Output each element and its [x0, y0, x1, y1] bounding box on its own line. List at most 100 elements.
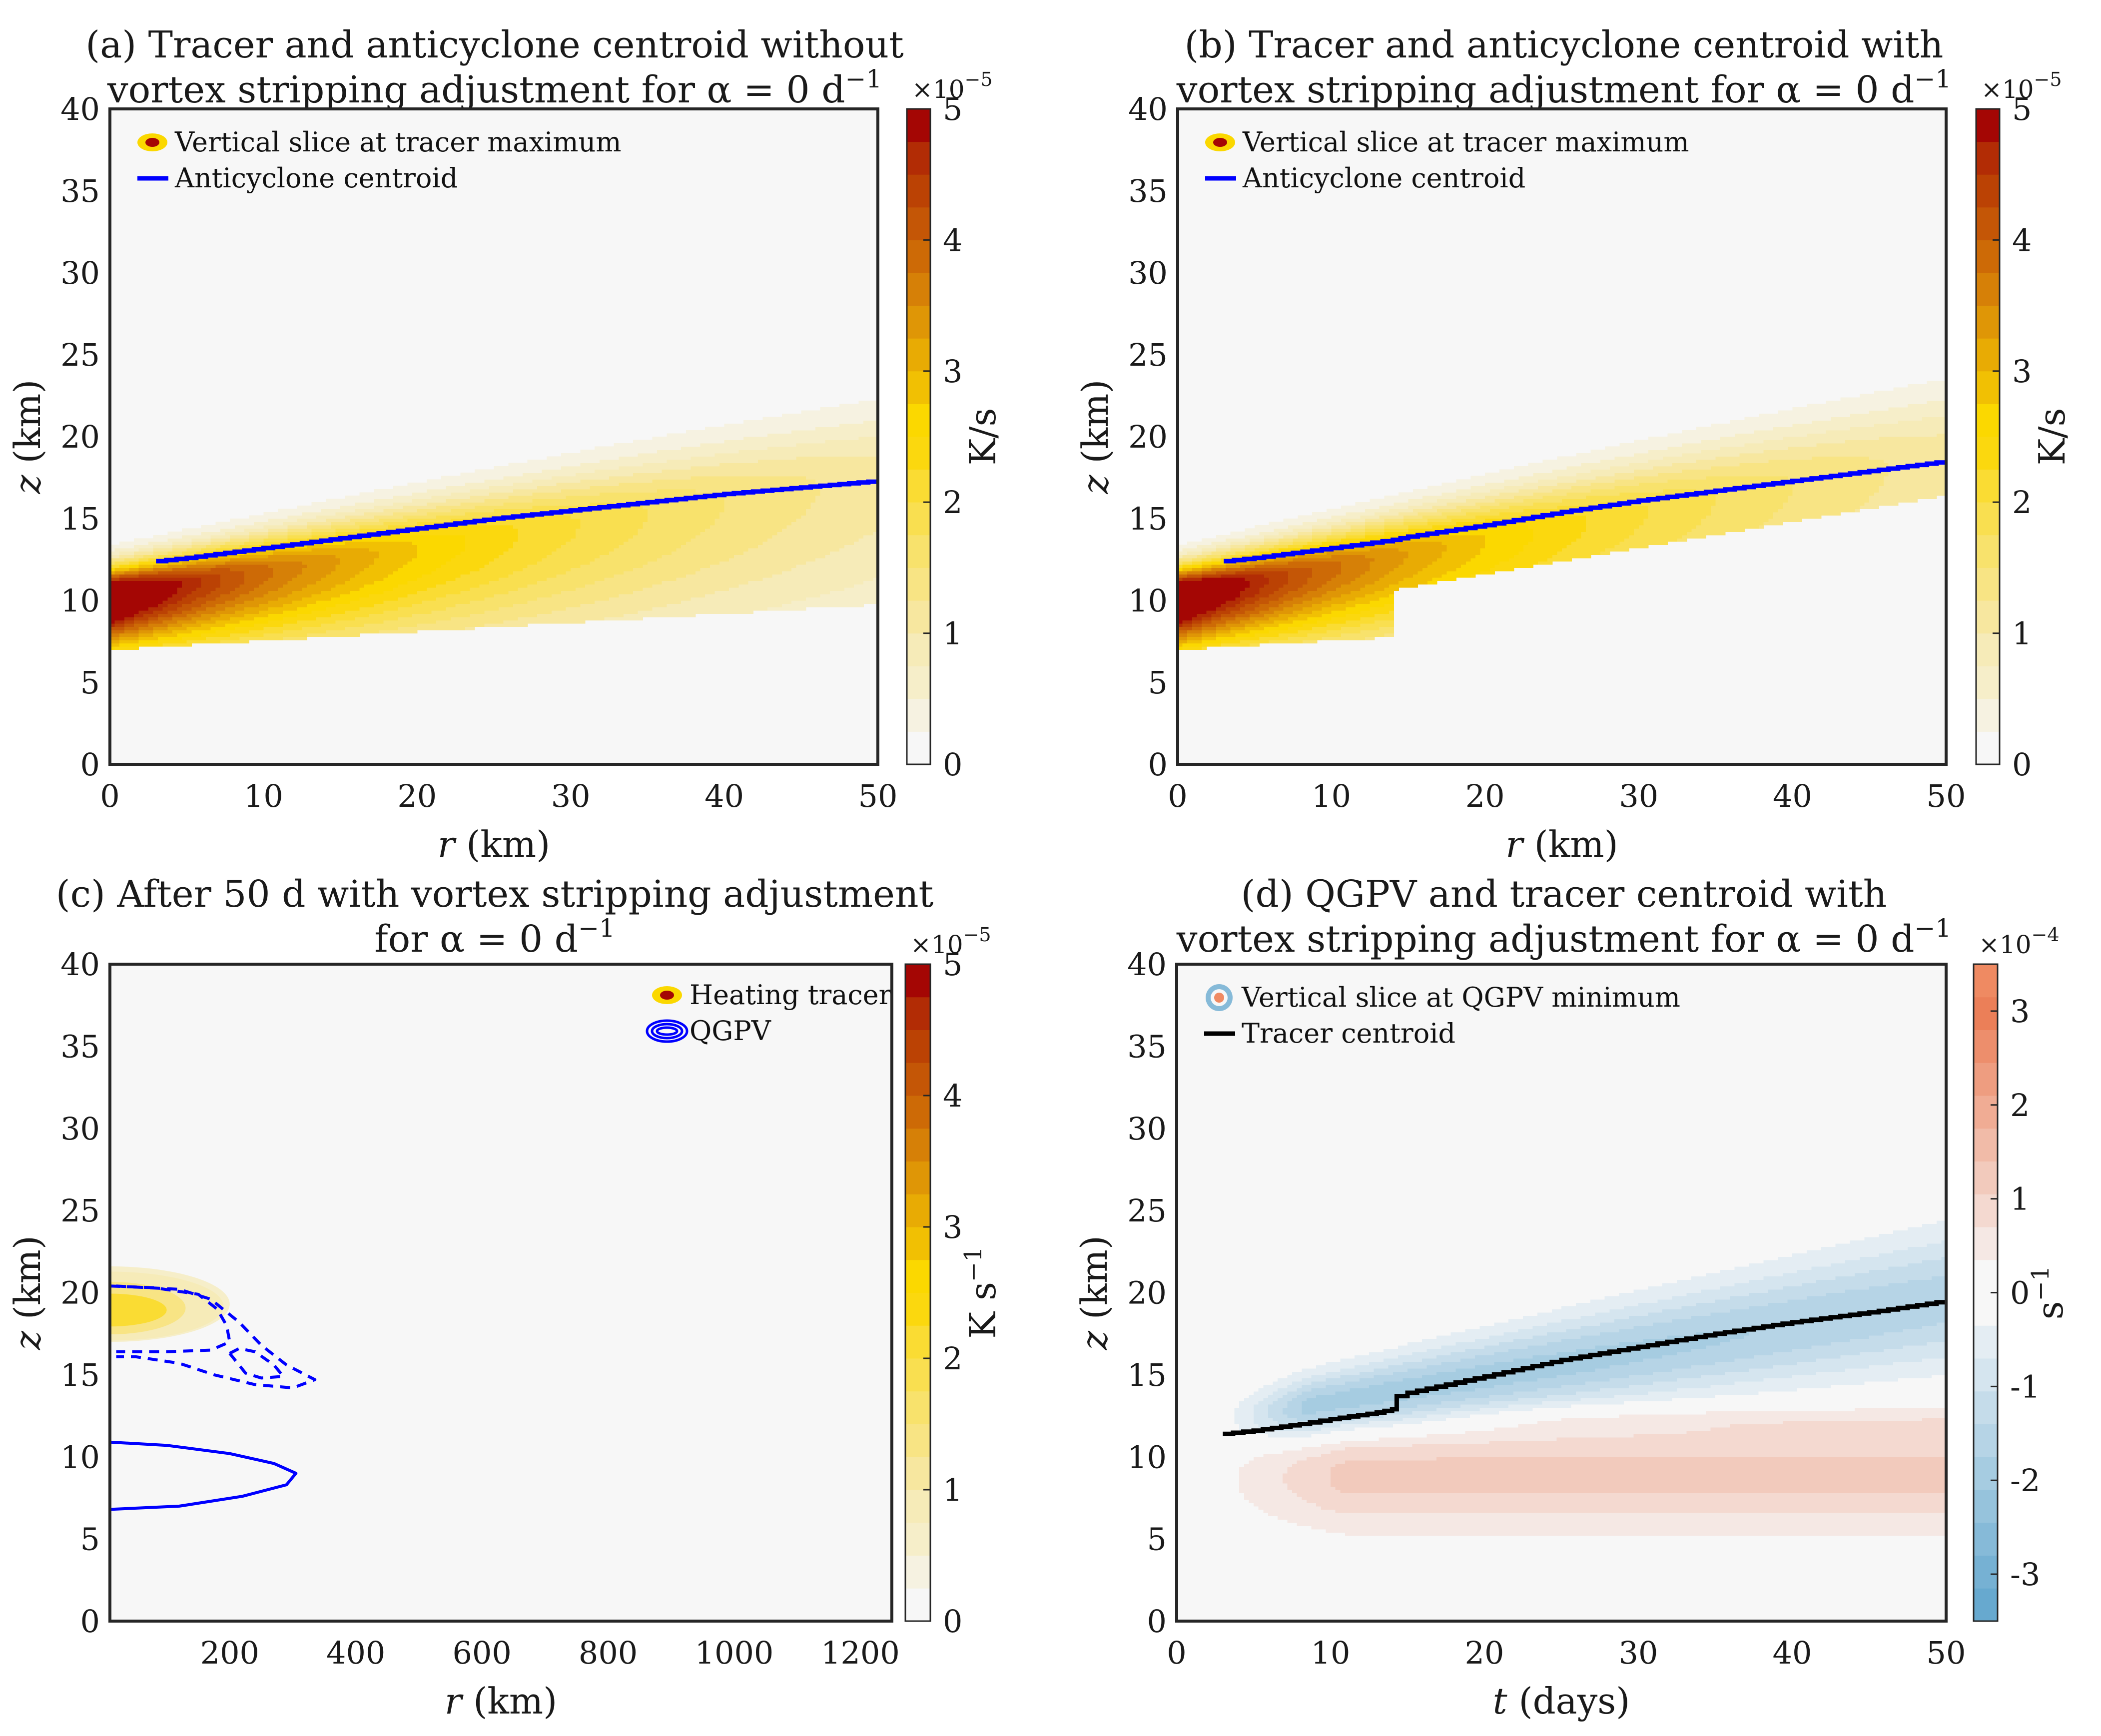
contour-cell [571, 587, 576, 591]
contour-cell [143, 616, 149, 620]
contour-cell [575, 532, 581, 536]
contour-cell [566, 453, 571, 457]
contour-cell [575, 616, 581, 620]
contour-cell [585, 463, 591, 467]
contour-cell [460, 519, 466, 523]
contour-cell [590, 607, 595, 611]
contour-cell [508, 616, 514, 620]
contour-cell [475, 469, 480, 473]
contour-cell [407, 603, 413, 607]
contour-cell [177, 587, 182, 591]
contour-cell [172, 571, 178, 575]
contour-cell [643, 610, 648, 614]
contour-cell [508, 482, 514, 486]
contour-cell [335, 623, 341, 627]
contour-cell [460, 626, 466, 630]
contour-cell [652, 607, 658, 611]
contour-cell [551, 551, 557, 555]
contour-cell [513, 623, 519, 627]
contour-cell [638, 446, 643, 450]
contour-cell [239, 613, 245, 617]
contour-cell [182, 561, 187, 565]
contour-cell [499, 469, 504, 473]
contour-cell [647, 555, 653, 559]
contour-cell [110, 590, 115, 594]
contour-cell [523, 571, 528, 575]
contour-cell [484, 499, 490, 503]
contour-cell [566, 499, 571, 503]
contour-cell [556, 568, 562, 572]
contour-cell [551, 502, 557, 506]
contour-cell [427, 578, 432, 581]
contour-cell [571, 568, 576, 572]
contour-cell [350, 607, 355, 611]
contour-cell [604, 561, 610, 565]
contour-cell [354, 541, 360, 546]
contour-cell [350, 564, 355, 568]
contour-cell [580, 564, 586, 568]
contour-cell [470, 561, 475, 565]
contour-cell [172, 597, 178, 601]
contour-cell [254, 519, 259, 523]
contour-cell [595, 535, 600, 539]
contour-cell [359, 597, 365, 601]
contour-cell [475, 597, 480, 601]
contour-cell [340, 499, 346, 503]
contour-cell [619, 476, 624, 480]
contour-cell [268, 512, 274, 516]
contour-cell [451, 499, 456, 503]
contour-cell [556, 496, 562, 500]
contour-cell [460, 473, 466, 477]
contour-cell [518, 541, 523, 546]
contour-cell [316, 545, 322, 549]
contour-cell [335, 555, 341, 559]
contour-cell [614, 532, 619, 536]
contour-cell [455, 571, 461, 575]
contour-cell [282, 590, 288, 594]
contour-cell [407, 486, 413, 490]
contour-cell [547, 466, 552, 470]
contour-cell [369, 603, 374, 607]
contour-cell [595, 486, 600, 490]
contour-cell [316, 613, 322, 617]
contour-cell [652, 473, 658, 477]
contour-cell [470, 578, 475, 581]
contour-cell [643, 555, 648, 559]
contour-cell [513, 568, 519, 572]
contour-cell [306, 519, 312, 523]
contour-cell [561, 522, 567, 526]
contour-cell [479, 593, 485, 598]
contour-cell [364, 515, 370, 519]
contour-cell [571, 541, 576, 546]
contour-cell [599, 469, 605, 473]
contour-cell [210, 620, 216, 624]
contour-cell [340, 502, 346, 506]
contour-cell [455, 593, 461, 598]
contour-cell [258, 541, 264, 546]
contour-cell [451, 492, 456, 496]
contour-cell [148, 603, 154, 607]
contour-cell [306, 561, 312, 565]
contour-cell [354, 593, 360, 598]
contour-cell [374, 561, 379, 565]
contour-cell [119, 568, 125, 572]
contour-cell [402, 603, 408, 607]
contour-cell [167, 571, 173, 575]
contour-cell [518, 482, 523, 486]
contour-cell [494, 486, 499, 490]
contour-cell [321, 626, 326, 630]
contour-cell [302, 603, 307, 607]
contour-cell [143, 590, 149, 594]
contour-cell [537, 463, 543, 467]
contour-cell [412, 590, 418, 594]
contour-cell [532, 463, 538, 467]
contour-cell [470, 574, 475, 578]
contour-cell [374, 568, 379, 572]
contour-cell [297, 626, 302, 630]
contour-cell [599, 482, 605, 486]
contour-cell [436, 564, 442, 568]
contour-cell [590, 578, 595, 581]
contour-cell [393, 610, 398, 614]
contour-cell [162, 551, 168, 555]
contour-cell [628, 525, 634, 529]
